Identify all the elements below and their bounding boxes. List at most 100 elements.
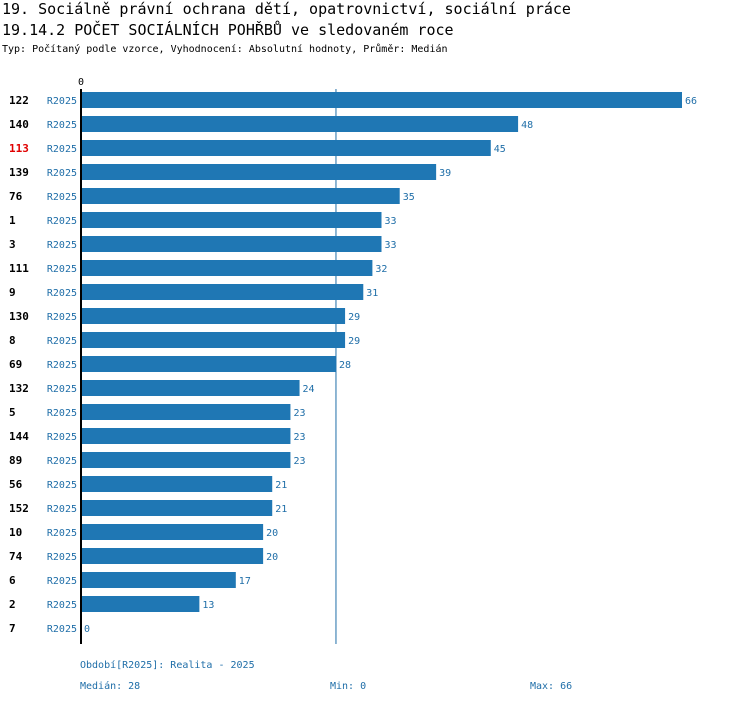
value-label: 13	[202, 600, 214, 611]
category-label: 3	[9, 238, 16, 251]
bar	[81, 140, 491, 156]
value-label: 29	[348, 312, 360, 323]
value-label: 28	[339, 360, 351, 371]
value-label: 17	[239, 576, 251, 587]
series-label: R2025	[47, 312, 77, 323]
category-label: 111	[9, 262, 29, 275]
category-label: 69	[9, 358, 22, 371]
footer-max: Max: 66	[530, 681, 573, 692]
value-label: 33	[385, 216, 397, 227]
value-label: 21	[275, 480, 287, 491]
bar	[81, 404, 291, 420]
bar	[81, 524, 264, 540]
series-label: R2025	[47, 264, 77, 275]
series-label: R2025	[47, 336, 77, 347]
category-label: 89	[9, 454, 22, 467]
series-label: R2025	[47, 552, 77, 563]
category-label: 9	[9, 286, 16, 299]
category-label: 7	[9, 622, 16, 635]
footer-period: Období[R2025]: Realita - 2025	[80, 660, 255, 671]
series-label: R2025	[47, 408, 77, 419]
category-label: 140	[9, 118, 29, 131]
value-label: 0	[84, 624, 90, 635]
series-label: R2025	[47, 216, 77, 227]
axis-zero-tick-label: 0	[78, 77, 84, 88]
category-label: 144	[9, 430, 29, 443]
series-label: R2025	[47, 456, 77, 467]
series-label: R2025	[47, 192, 77, 203]
value-label: 33	[385, 240, 397, 251]
bar	[81, 476, 273, 492]
value-label: 23	[293, 408, 305, 419]
category-label: 130	[9, 310, 29, 323]
bar	[81, 308, 346, 324]
bar	[81, 92, 682, 108]
category-label: 5	[9, 406, 16, 419]
series-label: R2025	[47, 600, 77, 611]
bar	[81, 356, 336, 372]
category-label: 6	[9, 574, 16, 587]
category-label: 139	[9, 166, 29, 179]
bar	[81, 596, 200, 612]
category-label: 122	[9, 94, 29, 107]
chart-subtitle: 19.14.2 POČET SOCIÁLNÍCH POHŘBŮ ve sledo…	[2, 21, 454, 39]
value-label: 35	[403, 192, 415, 203]
bar	[81, 332, 346, 348]
series-label: R2025	[47, 480, 77, 491]
series-label: R2025	[47, 504, 77, 515]
category-label: 152	[9, 502, 29, 515]
category-label: 56	[9, 478, 23, 491]
category-label: 10	[9, 526, 22, 539]
bar	[81, 428, 291, 444]
value-label: 39	[439, 168, 451, 179]
bar	[81, 236, 382, 252]
series-label: R2025	[47, 240, 77, 251]
category-label: 74	[9, 550, 23, 563]
page-title: 19. Sociálně právní ochrana dětí, opatro…	[2, 0, 571, 18]
series-label: R2025	[47, 144, 77, 155]
bar	[81, 212, 382, 228]
bar	[81, 188, 400, 204]
category-label: 132	[9, 382, 29, 395]
bar	[81, 572, 236, 588]
bar	[81, 380, 300, 396]
value-label: 24	[303, 384, 315, 395]
value-label: 21	[275, 504, 287, 515]
category-label: 1	[9, 214, 16, 227]
bar	[81, 260, 373, 276]
series-label: R2025	[47, 624, 77, 635]
bar	[81, 284, 364, 300]
value-label: 31	[366, 288, 378, 299]
series-label: R2025	[47, 528, 77, 539]
category-label: 76	[9, 190, 23, 203]
series-label: R2025	[47, 288, 77, 299]
series-label: R2025	[47, 360, 77, 371]
footer-median: Medián: 28	[80, 681, 141, 692]
bar	[81, 548, 264, 564]
series-label: R2025	[47, 120, 77, 131]
value-label: 20	[266, 528, 278, 539]
value-label: 66	[685, 96, 697, 107]
series-label: R2025	[47, 384, 77, 395]
value-label: 48	[521, 120, 533, 131]
series-label: R2025	[47, 96, 77, 107]
value-label: 20	[266, 552, 278, 563]
value-label: 23	[293, 456, 305, 467]
bar	[81, 500, 273, 516]
footer-min: Min: 0	[330, 681, 367, 692]
value-label: 23	[293, 432, 305, 443]
series-label: R2025	[47, 576, 77, 587]
value-label: 45	[494, 144, 506, 155]
category-label: 8	[9, 334, 16, 347]
value-label: 29	[348, 336, 360, 347]
bar	[81, 452, 291, 468]
chart-info: Typ: Počítaný podle vzorce, Vyhodnocení:…	[2, 44, 448, 55]
series-label: R2025	[47, 168, 77, 179]
value-label: 32	[375, 264, 387, 275]
bar	[81, 116, 519, 132]
bar	[81, 164, 437, 180]
series-label: R2025	[47, 432, 77, 443]
category-label: 113	[9, 142, 29, 155]
category-label: 2	[9, 598, 16, 611]
